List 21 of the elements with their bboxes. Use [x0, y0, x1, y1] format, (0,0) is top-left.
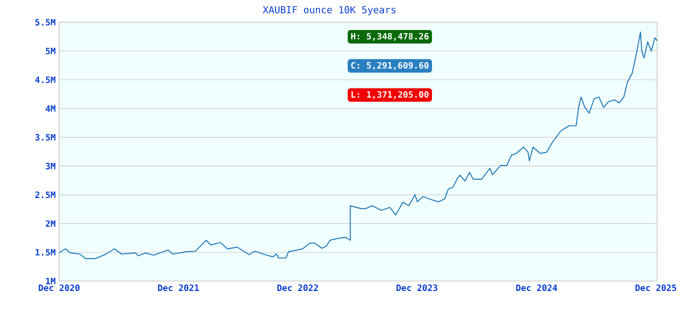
y-tick-label: 1M — [46, 278, 56, 284]
y-tick-label: 3M — [46, 162, 56, 170]
x-tick-label: Dec 2021 — [158, 284, 199, 291]
annotation: L: 1,371,205.00 — [352, 91, 429, 99]
y-tick-label: 2M — [46, 220, 56, 227]
chart-title: XAUBIF ounce 10K 5years — [262, 6, 396, 16]
y-tick-label: 5M — [46, 48, 56, 54]
x-tick-label: Dec 2020 — [38, 284, 80, 291]
x-tick-label: Dec 2023 — [396, 284, 438, 291]
annotation: C: 5,291,609.60 — [351, 62, 429, 70]
y-tick-label: 4M — [46, 105, 56, 112]
annotation: H: 5,348,478.26 — [351, 32, 429, 41]
y-tick-label: 5.5M — [35, 18, 56, 26]
y-tick-label: 1.5M — [36, 249, 56, 256]
y-tick-label: 4.5M — [35, 76, 56, 83]
x-tick-label: Dec 2025 — [636, 284, 676, 291]
x-tick-label: Dec 2024 — [516, 284, 558, 291]
x-tick-label: Dec 2022 — [277, 284, 318, 291]
y-tick-label: 3.5M — [35, 134, 56, 141]
line-series — [58, 32, 658, 260]
y-tick-label: 2.5M — [35, 191, 56, 198]
